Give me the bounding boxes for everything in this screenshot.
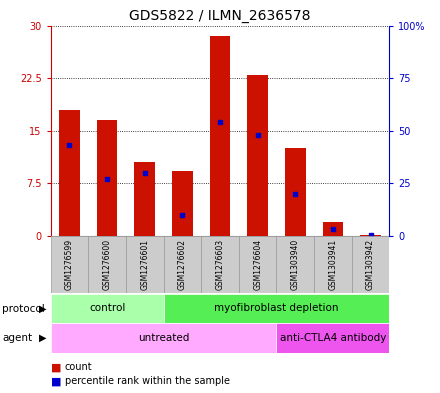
Bar (51, 323, 276, 353)
Text: GSM1276600: GSM1276600 (103, 239, 112, 290)
Bar (314, 236, 352, 293)
Bar (239, 236, 276, 293)
Text: untreated: untreated (138, 333, 189, 343)
Bar (126, 236, 164, 293)
Bar (97, 120, 117, 236)
Bar (164, 236, 201, 293)
Text: ▶: ▶ (39, 333, 47, 343)
Bar (51, 236, 88, 293)
Text: count: count (65, 362, 92, 373)
Text: GSM1276603: GSM1276603 (216, 239, 224, 290)
Text: GSM1276601: GSM1276601 (140, 239, 149, 290)
Text: GSM1303941: GSM1303941 (328, 239, 337, 290)
Bar (247, 75, 268, 236)
Text: control: control (89, 303, 125, 313)
Bar (172, 171, 193, 236)
Bar (164, 294, 389, 323)
Text: myofibroblast depletion: myofibroblast depletion (214, 303, 339, 313)
Bar (276, 323, 389, 353)
Bar (88, 236, 126, 293)
Bar (323, 222, 343, 236)
Text: anti-CTLA4 antibody: anti-CTLA4 antibody (280, 333, 386, 343)
Bar (285, 148, 306, 236)
Text: GSM1276604: GSM1276604 (253, 239, 262, 290)
Bar (201, 236, 239, 293)
Title: GDS5822 / ILMN_2636578: GDS5822 / ILMN_2636578 (129, 9, 311, 23)
Bar (352, 236, 389, 293)
Text: GSM1303942: GSM1303942 (366, 239, 375, 290)
Text: GSM1303940: GSM1303940 (291, 239, 300, 290)
Text: ■: ■ (51, 376, 61, 386)
Text: ▶: ▶ (39, 303, 47, 314)
Text: percentile rank within the sample: percentile rank within the sample (65, 376, 230, 386)
Text: protocol: protocol (2, 303, 45, 314)
Text: GSM1276599: GSM1276599 (65, 239, 74, 290)
Text: agent: agent (2, 333, 32, 343)
Text: GSM1276602: GSM1276602 (178, 239, 187, 290)
Bar (276, 236, 314, 293)
Bar (51, 294, 164, 323)
Bar (134, 162, 155, 236)
Bar (209, 36, 231, 236)
Bar (59, 110, 80, 236)
Text: ■: ■ (51, 362, 61, 373)
